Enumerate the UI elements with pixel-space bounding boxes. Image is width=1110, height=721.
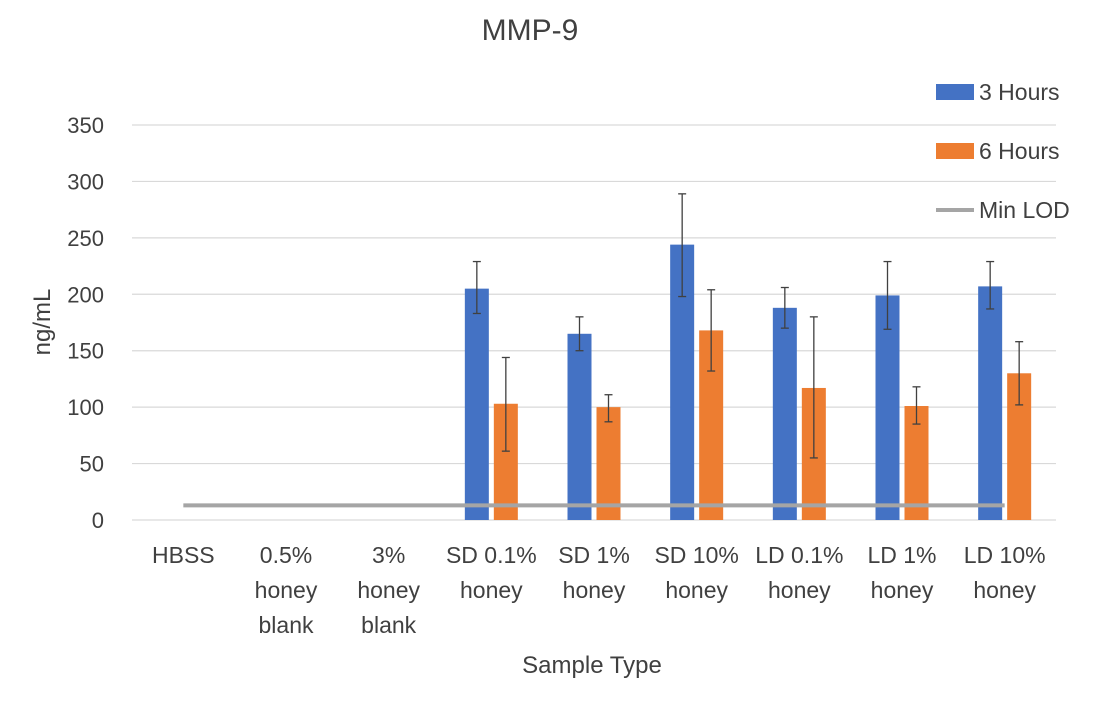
x-category-label: LD 1% honey xyxy=(867,542,936,603)
gridlines xyxy=(132,124,1056,521)
error-bar-3h-6 xyxy=(780,286,789,329)
error-bar-6h-6 xyxy=(809,316,818,459)
y-tick-label: 150 xyxy=(67,339,104,364)
legend-label: 6 Hours xyxy=(979,138,1060,164)
legend: 3 Hours 6 Hours Min LOD xyxy=(936,79,1070,223)
chart-title: MMP-9 xyxy=(482,14,579,47)
legend-label: 3 Hours xyxy=(979,79,1060,105)
error-bar-3h-5 xyxy=(678,193,687,298)
x-axis-categories: HBSS 0.5% honey blank 3% honey blank SD 0.1% hon… xyxy=(152,542,1046,638)
x-category-label: 0.5% honey blank xyxy=(255,542,318,638)
x-category-label: 3% honey blank xyxy=(357,542,420,638)
x-category-label: HBSS xyxy=(152,542,215,568)
x-category-label: SD 1% honey xyxy=(558,542,630,603)
bar-3h-6 xyxy=(772,307,797,520)
legend-label: Min LOD xyxy=(979,197,1070,223)
y-axis-title: ng/mL xyxy=(29,289,56,356)
legend-swatch xyxy=(936,143,974,159)
bar-6h-4 xyxy=(596,407,621,520)
x-axis-title: Sample Type xyxy=(522,652,662,679)
bar-6h-7 xyxy=(904,406,929,520)
x-category-label: SD 0.1% honey xyxy=(446,542,537,603)
x-category-label: LD 0.1% honey xyxy=(755,542,843,603)
error-bar-3h-3 xyxy=(472,260,481,315)
legend-item: 6 Hours xyxy=(936,138,1060,164)
error-bar-6h-3 xyxy=(501,356,510,452)
bar-3h-4 xyxy=(567,333,592,520)
x-category-label: SD 10% honey xyxy=(654,542,738,603)
y-tick-label: 350 xyxy=(67,113,104,138)
bars xyxy=(464,244,1032,520)
y-tick-label: 200 xyxy=(67,282,104,307)
y-tick-label: 300 xyxy=(67,169,104,194)
bar-3h-7 xyxy=(875,295,900,520)
legend-item: Min LOD xyxy=(936,197,1070,223)
error-bar-6h-4 xyxy=(604,394,613,423)
error-bar-6h-7 xyxy=(912,386,921,425)
y-tick-label: 50 xyxy=(80,452,104,477)
bar-3h-8 xyxy=(978,286,1003,520)
error-bars xyxy=(472,193,1024,459)
y-tick-label: 100 xyxy=(67,395,104,420)
bar-3h-3 xyxy=(464,288,489,520)
error-bar-3h-4 xyxy=(575,316,584,352)
legend-swatch xyxy=(936,84,974,100)
y-tick-label: 0 xyxy=(92,508,104,533)
y-axis-ticks: 0 50 100 150 200 250 300 350 xyxy=(67,113,104,533)
legend-item: 3 Hours xyxy=(936,79,1060,105)
error-bar-6h-5 xyxy=(707,289,716,372)
error-bar-3h-7 xyxy=(883,260,892,330)
error-bar-3h-8 xyxy=(986,260,995,310)
y-tick-label: 250 xyxy=(67,226,104,251)
error-bar-6h-8 xyxy=(1015,341,1024,406)
x-category-label: LD 10% honey xyxy=(964,542,1046,603)
